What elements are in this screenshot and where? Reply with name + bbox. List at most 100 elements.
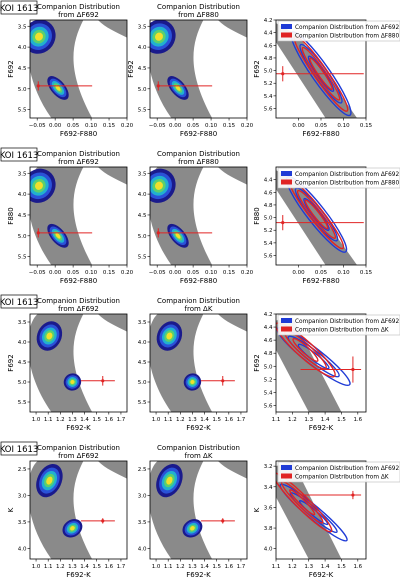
x-tick-label: −0.05 — [29, 123, 46, 129]
plot-frame — [149, 460, 248, 560]
allowed-region-top — [217, 314, 247, 332]
x-tick-label: 0.10 — [85, 123, 98, 129]
y-tick-label: 5.6 — [264, 107, 273, 113]
contour-level-5 — [190, 379, 195, 385]
y-tick-label: 3.5 — [138, 320, 147, 326]
x-tick-label: −0.05 — [149, 270, 166, 276]
legend-swatch — [281, 473, 292, 479]
density-cluster-1 — [150, 168, 176, 203]
x-tick-label: 0.05 — [187, 123, 200, 129]
x-tick-label: 1.1 — [44, 417, 53, 423]
x-tick-label: 0.00 — [169, 270, 182, 276]
x-axis-label: F692-K — [186, 424, 211, 432]
contour-ring-3 — [307, 55, 335, 92]
y-axis-label: K — [253, 507, 261, 512]
y-axis-label: F880 — [7, 207, 15, 224]
legend-label: Companion Distribution from ΔK — [295, 474, 389, 480]
allowed-region-top — [217, 461, 247, 479]
legend-swatch — [281, 179, 292, 185]
panel-title: from ΔF692 — [58, 11, 99, 19]
y-tick-label: 5.4 — [264, 94, 273, 100]
y-tick-label: 2.5 — [18, 467, 27, 473]
x-tick-label: 0.15 — [360, 270, 373, 276]
y-axis-label: F692 — [7, 60, 15, 77]
density-cluster-2 — [47, 76, 69, 100]
x-tick-label: 0.10 — [205, 123, 218, 129]
koi-label: KOI 1613 — [0, 147, 38, 162]
contour-level-5 — [190, 526, 195, 531]
y-tick-label: 4.8 — [264, 56, 273, 62]
y-tick-label: 4.5 — [138, 360, 147, 366]
x-tick-label: 0.15 — [103, 270, 116, 276]
x-tick-label: 1.3 — [304, 417, 313, 423]
density-cluster-1 — [150, 20, 176, 54]
legend: Companion Distribution from ΔF692 Compani… — [277, 167, 400, 189]
y-tick-label: 3.5 — [138, 520, 147, 526]
legend-label: Companion Distribution from ΔF880 — [295, 180, 399, 186]
svg-text:KOI 1613: KOI 1613 — [0, 445, 38, 455]
x-axis-label: F692-K — [66, 571, 91, 579]
measurement-point — [200, 376, 235, 386]
density-cluster-1 — [30, 168, 56, 203]
legend: Companion Distribution from ΔF692 Compani… — [277, 20, 400, 42]
x-tick-label: 0.05 — [315, 270, 328, 276]
contour-ring-3 — [292, 337, 319, 362]
x-tick-label: 0.00 — [49, 123, 62, 129]
plot-frame — [149, 166, 248, 266]
plot-frame — [29, 460, 128, 560]
panel-r3-c1: 1.0 1.1 1.2 1.3 1.4 1.5 1.6 1.7 3.5 4.0 4.5 5.0 5.5 F… — [7, 297, 128, 432]
contour-ring-3 — [309, 57, 333, 91]
y-tick-label: 3.0 — [138, 493, 147, 499]
x-tick-label: 1.3 — [188, 417, 197, 423]
x-axis-label: F692-K — [309, 571, 334, 579]
y-tick-label: 5.0 — [264, 216, 273, 222]
measurement-point — [36, 81, 93, 91]
panel-title: Companion Distribution — [157, 297, 240, 305]
x-tick-label: 1.0 — [32, 417, 41, 423]
y-tick-label: 4.0 — [264, 547, 273, 553]
y-tick-label: 5.5 — [18, 108, 27, 114]
y-tick-label: 4.8 — [264, 203, 273, 209]
x-axis-label: F692-F880 — [180, 277, 217, 285]
density-cluster-2 — [182, 519, 203, 538]
contour-level-5 — [175, 232, 181, 239]
panel-title: from ΔK — [185, 305, 213, 313]
contour-level-5 — [70, 379, 75, 385]
y-tick-label: 5.5 — [18, 400, 27, 406]
contour-ring-2 — [296, 189, 337, 240]
legend-label: Companion Distribution from ΔF692 — [295, 466, 399, 472]
y-tick-label: 5.0 — [18, 87, 27, 93]
panel-title: Companion Distribution — [157, 3, 240, 11]
x-tick-label: 1.2 — [56, 417, 65, 423]
panel-r3-c3: 1.1 1.2 1.3 1.4 1.5 1.6 4.2 4.4 4.6 4.8 5.0 5.2 5.4 5… — [253, 312, 400, 432]
x-tick-label: 0.20 — [241, 123, 254, 129]
y-tick-label: 3.5 — [138, 24, 147, 30]
panel-r1-c1: −0.05 0.00 0.05 0.10 0.15 0.20 3.5 4.0 4.5 5.0 5.5… — [7, 3, 134, 138]
x-tick-label: 1.1 — [272, 564, 281, 570]
density-cluster-1 — [30, 20, 56, 54]
y-tick-label: 5.0 — [138, 234, 147, 240]
svg-text:KOI 1613: KOI 1613 — [0, 4, 38, 14]
measurement-point — [300, 356, 362, 383]
svg-text:KOI 1613: KOI 1613 — [0, 298, 38, 308]
y-axis-label: F692 — [253, 354, 261, 371]
contour-level-5 — [55, 85, 61, 91]
contour-level-5 — [70, 526, 75, 531]
y-tick-label: 5.0 — [264, 69, 273, 75]
density-cluster-2 — [62, 519, 83, 538]
x-tick-label: 1.0 — [152, 417, 161, 423]
allowed-region-top — [97, 461, 127, 479]
y-tick-label: 5.5 — [138, 400, 147, 406]
allowed-region-top — [97, 167, 127, 185]
panel-r2-c3: 0.00 0.05 0.10 0.15 4.4 4.6 4.8 5.0 5.2 5.4 5.6 F69… — [253, 166, 400, 285]
x-tick-label: 1.0 — [152, 564, 161, 570]
x-tick-label: 1.5 — [92, 417, 101, 423]
contour-level-5 — [46, 476, 53, 485]
x-tick-label: −0.05 — [149, 123, 166, 129]
x-tick-label: 1.7 — [117, 417, 126, 423]
panel-title: Companion Distribution — [37, 150, 120, 158]
contour-level-5 — [154, 32, 163, 41]
x-tick-label: 0.20 — [241, 270, 254, 276]
y-tick-label: 5.2 — [264, 228, 273, 234]
panel-title: from ΔF880 — [178, 11, 219, 19]
